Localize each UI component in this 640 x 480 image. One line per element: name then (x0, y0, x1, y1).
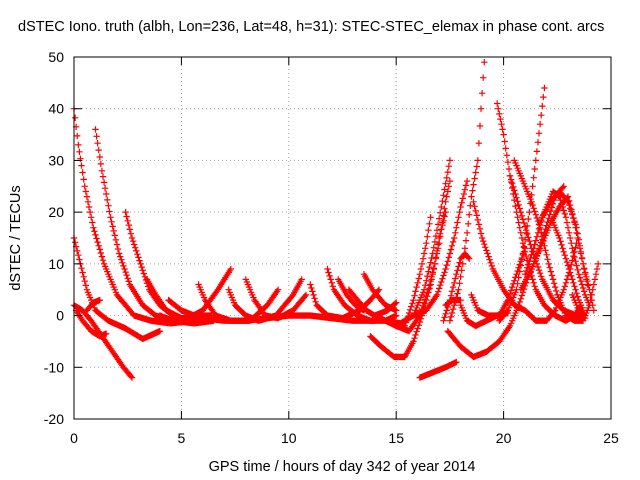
y-axis-label: dSTEC / TECUs (8, 185, 24, 290)
series-markers (360, 271, 400, 314)
x-axis: 0 5 10 15 20 25 (70, 57, 619, 446)
series-markers (549, 219, 589, 319)
y-tick-label: 30 (48, 152, 64, 168)
series-39 (536, 188, 593, 309)
series-5 (83, 296, 103, 314)
chart-title: dSTEC Iono. truth (albh, Lon=236, Lat=48… (18, 19, 604, 35)
series-7 (122, 208, 215, 324)
series-markers (496, 84, 548, 324)
series-markers (569, 260, 602, 319)
series-markers (393, 208, 449, 335)
series-23 (382, 157, 454, 327)
y-tick-label: 10 (48, 256, 64, 272)
series-markers (536, 188, 593, 309)
series-markers (122, 208, 215, 324)
y-tick-label: -10 (44, 359, 64, 375)
x-tick-label: 25 (603, 430, 619, 446)
series-41 (569, 260, 602, 319)
series-markers (410, 177, 471, 319)
series-17 (335, 276, 368, 314)
series-markers (440, 250, 473, 324)
series-30 (440, 250, 473, 324)
series-markers (83, 296, 103, 314)
series-markers (382, 157, 454, 327)
y-tick-label: 20 (48, 204, 64, 220)
series-markers (446, 59, 488, 324)
y-tick-label: 0 (56, 308, 64, 324)
series-markers (416, 358, 460, 381)
series-22 (393, 208, 449, 335)
x-tick-label: 10 (281, 430, 297, 446)
x-axis-label: GPS time / hours of day 342 of year 2014 (209, 459, 476, 475)
y-tick-label: 50 (48, 49, 64, 65)
plot-frame (73, 56, 612, 420)
x-tick-label: 0 (70, 430, 78, 446)
y-tick-label: 40 (48, 101, 64, 117)
x-tick-label: 15 (388, 430, 404, 446)
data-points (70, 59, 602, 381)
x-tick-label: 20 (496, 430, 512, 446)
series-36 (496, 84, 548, 324)
y-axis: -20 -10 0 10 20 30 40 50 (44, 49, 611, 427)
y-tick-label: -20 (44, 411, 64, 427)
series-19 (360, 271, 400, 314)
x-tick-label: 5 (178, 430, 186, 446)
series-26 (416, 358, 460, 381)
series-24 (410, 177, 471, 319)
series-40 (549, 219, 589, 319)
series-markers (335, 276, 368, 314)
series-29 (446, 59, 488, 324)
series-markers (367, 177, 454, 361)
series-21 (367, 177, 454, 361)
